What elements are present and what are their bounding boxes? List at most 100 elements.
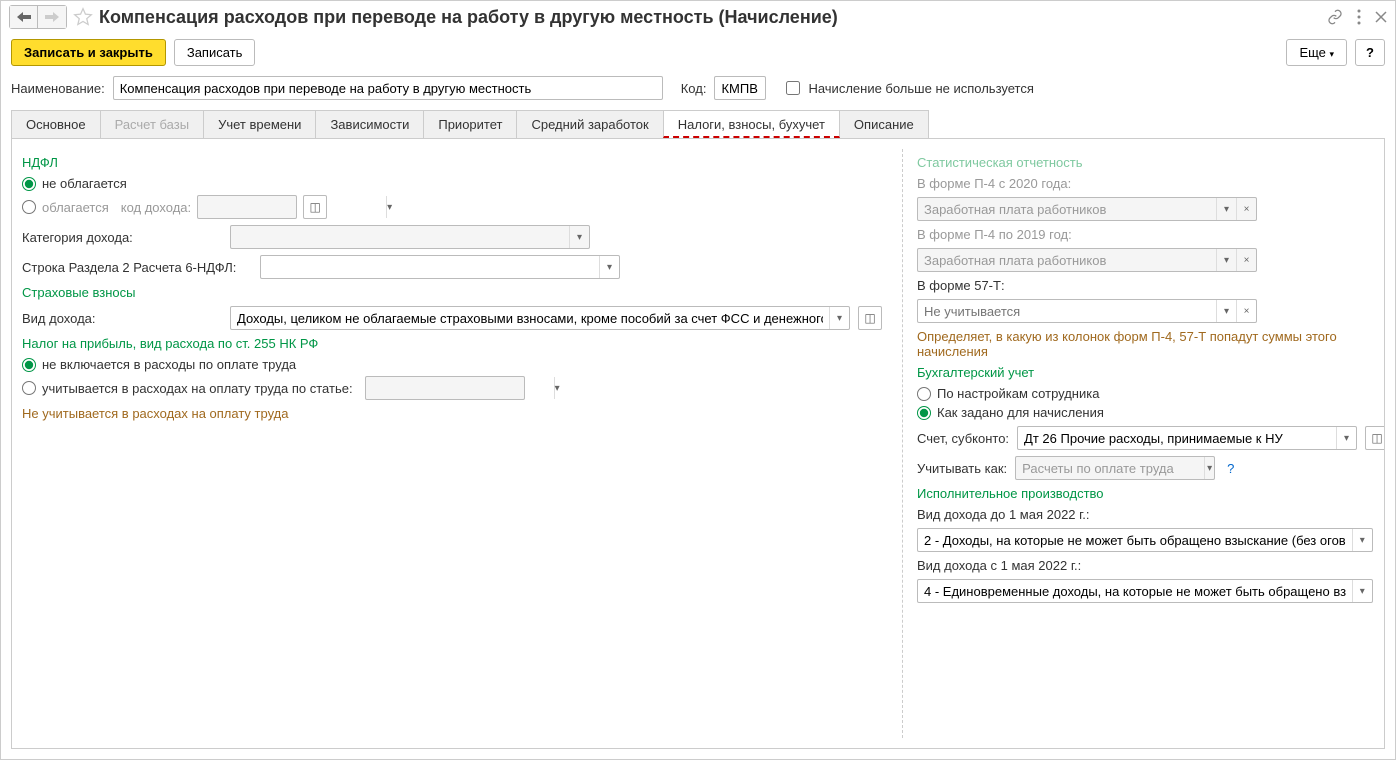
p4-2020-row: ▾ × <box>917 197 1385 221</box>
unused-checkbox[interactable] <box>786 81 800 95</box>
article-input <box>366 377 554 399</box>
tab-time[interactable]: Учет времени <box>203 110 316 138</box>
profit-note: Не учитывается в расходах на оплату труд… <box>22 406 882 421</box>
link-icon[interactable] <box>1327 9 1343 25</box>
tab-desc[interactable]: Описание <box>839 110 929 138</box>
name-label: Наименование: <box>11 81 105 96</box>
profit-tax-title: Налог на прибыль, вид расхода по ст. 255… <box>22 336 882 351</box>
more-button[interactable]: Еще ▾ <box>1286 39 1347 66</box>
close-icon[interactable] <box>1375 11 1387 23</box>
save-button[interactable]: Записать <box>174 39 256 66</box>
left-column: НДФЛ не облагается облагается код дохода… <box>22 149 882 738</box>
window: Компенсация расходов при переводе на раб… <box>0 0 1396 760</box>
category-select: ▾ <box>230 225 590 249</box>
open-icon[interactable]: ◫ <box>858 306 882 330</box>
help-button[interactable]: ? <box>1355 39 1385 66</box>
before-select[interactable]: ▾ <box>917 528 1373 552</box>
row-section-input[interactable] <box>261 256 599 278</box>
header-form: Наименование: Код: Начисление больше не … <box>1 72 1395 104</box>
dropdown-icon: ▾ <box>1204 457 1214 479</box>
insurance-title: Страховые взносы <box>22 285 882 300</box>
tabs: Основное Расчет базы Учет времени Зависи… <box>11 110 1385 138</box>
f57t-label: В форме 57-Т: <box>917 278 1385 293</box>
treat-as-label: Учитывать как: <box>917 461 1007 476</box>
tab-base[interactable]: Расчет базы <box>100 110 205 138</box>
open-icon[interactable]: ◫ <box>1365 426 1385 450</box>
code-input[interactable] <box>714 76 766 100</box>
as-set-row: Как задано для начисления <box>917 405 1385 420</box>
account-select[interactable]: ▾ <box>1017 426 1357 450</box>
nav-buttons <box>9 5 67 29</box>
p4-2019-label: В форме П-4 по 2019 год: <box>917 227 1385 242</box>
treat-as-input <box>1016 457 1204 479</box>
tab-taxes[interactable]: Налоги, взносы, бухучет <box>663 110 840 138</box>
ndfl-taxed-radio[interactable] <box>22 200 36 214</box>
clear-icon: × <box>1236 249 1256 271</box>
income-type-row: Вид дохода: ▾ ◫ <box>22 306 882 330</box>
row-section-select[interactable]: ▾ <box>260 255 620 279</box>
profit-included-row: учитывается в расходах на оплату труда п… <box>22 376 882 400</box>
profit-not-included-label: не включается в расходы по оплате труда <box>42 357 296 372</box>
after-select[interactable]: ▾ <box>917 579 1373 603</box>
dropdown-icon[interactable]: ▾ <box>829 307 849 329</box>
open-icon: ◫ <box>303 195 327 219</box>
content: НДФЛ не облагается облагается код дохода… <box>11 138 1385 749</box>
ndfl-not-taxed-radio[interactable] <box>22 177 36 191</box>
p4-2020-select: ▾ × <box>917 197 1257 221</box>
enforcement-title: Исполнительное производство <box>917 486 1385 501</box>
f57t-row: ▾ × <box>917 299 1385 323</box>
window-title: Компенсация расходов при переводе на раб… <box>99 7 1321 28</box>
before-input[interactable] <box>918 529 1352 551</box>
row-section-row: Строка Раздела 2 Расчета 6-НДФЛ: ▾ <box>22 255 882 279</box>
tab-avg[interactable]: Средний заработок <box>516 110 663 138</box>
row-section-label: Строка Раздела 2 Расчета 6-НДФЛ: <box>22 260 252 275</box>
dropdown-icon: ▾ <box>569 226 589 248</box>
favorite-icon[interactable] <box>73 7 93 27</box>
clear-icon: × <box>1236 198 1256 220</box>
clear-icon[interactable]: × <box>1236 300 1256 322</box>
dropdown-icon[interactable]: ▾ <box>1352 580 1372 602</box>
dropdown-icon: ▾ <box>1216 198 1236 220</box>
by-employee-row: По настройкам сотрудника <box>917 386 1385 401</box>
treat-as-select: ▾ <box>1015 456 1215 480</box>
f57t-select[interactable]: ▾ × <box>917 299 1257 323</box>
category-input <box>231 226 569 248</box>
dropdown-icon[interactable]: ▾ <box>1352 529 1372 551</box>
tab-priority[interactable]: Приоритет <box>423 110 517 138</box>
ndfl-not-taxed-row: не облагается <box>22 176 882 191</box>
dropdown-icon[interactable]: ▾ <box>1216 300 1236 322</box>
dropdown-icon: ▾ <box>1216 249 1236 271</box>
back-button[interactable] <box>10 6 38 28</box>
profit-included-radio[interactable] <box>22 381 36 395</box>
f57t-input[interactable] <box>918 300 1216 322</box>
p4-2020-input <box>918 198 1216 220</box>
after-label: Вид дохода с 1 мая 2022 г.: <box>917 558 1385 573</box>
account-input[interactable] <box>1018 427 1336 449</box>
tab-deps[interactable]: Зависимости <box>315 110 424 138</box>
as-set-radio[interactable] <box>917 406 931 420</box>
dropdown-icon[interactable]: ▾ <box>1336 427 1356 449</box>
forward-button[interactable] <box>38 6 66 28</box>
as-set-label: Как задано для начисления <box>937 405 1104 420</box>
tab-main[interactable]: Основное <box>11 110 101 138</box>
help-link[interactable]: ? <box>1227 461 1234 476</box>
treat-as-row: Учитывать как: ▾ ? <box>917 456 1385 480</box>
by-employee-radio[interactable] <box>917 387 931 401</box>
before-label: Вид дохода до 1 мая 2022 г.: <box>917 507 1385 522</box>
titlebar: Компенсация расходов при переводе на раб… <box>1 1 1395 33</box>
income-code-label: код дохода: <box>121 200 191 215</box>
dropdown-icon[interactable]: ▾ <box>599 256 619 278</box>
income-code-select: ▾ <box>197 195 297 219</box>
menu-icon[interactable] <box>1357 9 1361 25</box>
ndfl-taxed-label: облагается <box>42 200 109 215</box>
profit-not-included-radio[interactable] <box>22 358 36 372</box>
name-input[interactable] <box>113 76 663 100</box>
toolbar: Записать и закрыть Записать Еще ▾ ? <box>1 33 1395 72</box>
income-type-input[interactable] <box>231 307 829 329</box>
title-actions <box>1327 9 1387 25</box>
after-input[interactable] <box>918 580 1352 602</box>
save-close-button[interactable]: Записать и закрыть <box>11 39 166 66</box>
income-code-input <box>198 196 386 218</box>
income-type-select[interactable]: ▾ <box>230 306 850 330</box>
ndfl-not-taxed-label: не облагается <box>42 176 127 191</box>
